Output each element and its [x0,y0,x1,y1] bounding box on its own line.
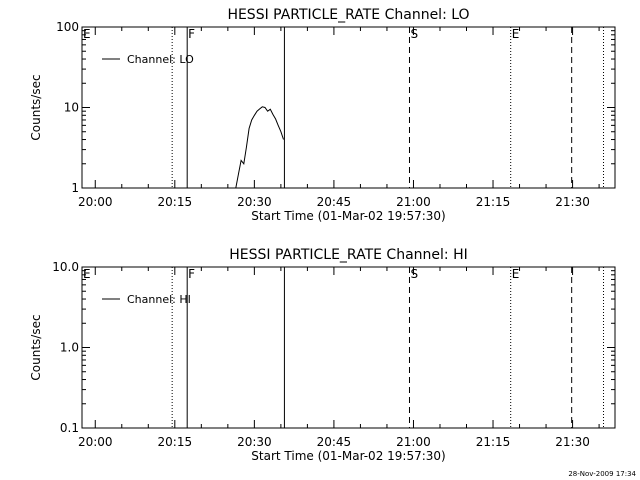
chart-title: HESSI PARTICLE_RATE Channel: LO [227,7,469,23]
y-tick-label: 10.0 [52,260,79,274]
x-tick-label: 20:15 [158,435,193,449]
x-tick-label: 20:15 [158,195,193,209]
x-axis-label: Start Time (01-Mar-02 19:57:30) [251,209,445,223]
x-tick-label: 20:00 [78,195,113,209]
legend-entry: Channel: LO [127,53,194,66]
event-marker-label: S [410,27,418,41]
chart-title: HESSI PARTICLE_RATE Channel: HI [229,247,467,263]
y-tick-label: 0.1 [60,421,79,435]
event-marker-label: S [410,267,418,281]
series-line [235,106,284,189]
event-marker-label: E [512,27,520,41]
x-tick-label: 20:45 [317,435,352,449]
x-tick-label: 20:00 [78,435,113,449]
x-tick-label: 21:00 [396,435,431,449]
y-tick-label: 100 [56,20,79,34]
x-tick-label: 21:30 [555,435,590,449]
x-tick-label: 20:45 [317,195,352,209]
event-marker-label: E [512,267,520,281]
y-tick-label: 10 [64,101,79,115]
x-axis-label: Start Time (01-Mar-02 19:57:30) [251,449,445,463]
x-tick-label: 21:00 [396,195,431,209]
x-tick-label: 21:30 [555,195,590,209]
event-marker-label: F [188,267,195,281]
y-tick-label: 1.0 [60,341,79,355]
y-tick-label: 1 [71,181,79,195]
x-tick-label: 20:30 [237,435,272,449]
plot-frame [81,26,616,189]
y-axis-label: Counts/sec [29,314,43,380]
x-tick-label: 21:15 [476,435,511,449]
plot-frame [81,266,616,429]
legend-entry: Channel: HI [127,293,191,306]
y-axis-label: Counts/sec [29,74,43,140]
corner-event-label: E [83,27,91,41]
footer-timestamp: 28-Nov-2009 17:34 [568,470,636,478]
x-tick-label: 21:15 [476,195,511,209]
x-tick-label: 20:30 [237,195,272,209]
lo-channel-plot: HESSI PARTICLE_RATE Channel: LO 20:00 20:1… [29,7,616,223]
corner-event-label: E [83,267,91,281]
hi-channel-plot: HESSI PARTICLE_RATE Channel: HI 20:00 20:1… [29,247,616,463]
event-marker-label: F [188,27,195,41]
